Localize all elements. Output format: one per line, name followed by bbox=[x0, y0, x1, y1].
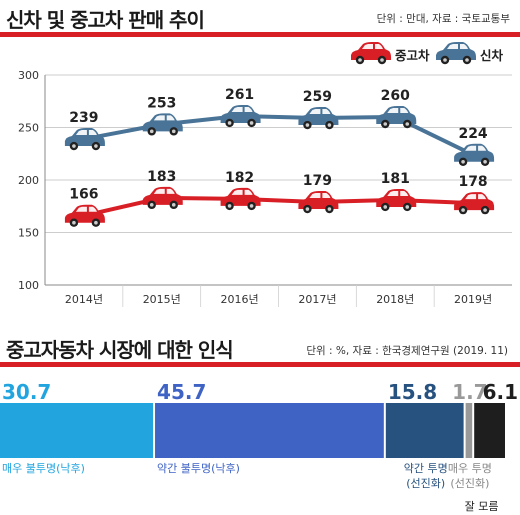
section-title: 중고자동차 시장에 대한 인식 bbox=[6, 338, 234, 362]
data-label: 261 bbox=[225, 87, 254, 103]
car-icon bbox=[298, 191, 339, 214]
data-label: 182 bbox=[225, 170, 254, 186]
bar-category-label: 약간 투명 bbox=[404, 461, 448, 475]
data-label: 239 bbox=[69, 110, 98, 126]
bar-category-label-line2: (선진화) bbox=[450, 477, 489, 490]
legend-car-icon bbox=[436, 42, 476, 65]
y-tick-label: 200 bbox=[18, 174, 39, 187]
bar-value-label: 6.1 bbox=[483, 380, 518, 404]
data-label: 259 bbox=[303, 89, 332, 105]
bar-value-label: 45.7 bbox=[157, 380, 206, 404]
x-tick-label: 2019년 bbox=[454, 293, 492, 306]
bar-category-label: 매우 불투명(낙후) bbox=[2, 462, 85, 475]
car-icon bbox=[454, 143, 495, 166]
legend-car-icon bbox=[351, 42, 391, 65]
y-tick-label: 100 bbox=[18, 279, 39, 292]
bar-value-label: 15.8 bbox=[388, 380, 437, 404]
title-divider bbox=[0, 32, 520, 37]
y-tick-label: 150 bbox=[18, 227, 39, 240]
legend-label: 중고차 bbox=[395, 48, 430, 63]
bar-segment bbox=[465, 403, 473, 458]
line-chart: 100 150 200 250 300 2014년 2015년 2016년 2017년 2018년… bbox=[18, 42, 512, 307]
bar-value-label: 30.7 bbox=[2, 380, 51, 404]
bar-category-label: 약간 불투명(낙후) bbox=[157, 461, 240, 475]
data-label: 181 bbox=[381, 171, 410, 187]
x-tick-label: 2018년 bbox=[376, 293, 414, 306]
car-icon bbox=[64, 204, 105, 227]
car-icon bbox=[64, 128, 105, 151]
bar-category-label: 매우 투명 bbox=[448, 462, 492, 475]
car-icon bbox=[298, 107, 339, 130]
car-icon bbox=[220, 187, 261, 211]
bar-value-label: 1.7 bbox=[452, 380, 487, 404]
x-tick-label: 2015년 bbox=[143, 293, 181, 306]
section-divider bbox=[0, 362, 520, 367]
bar-category-label-line2: (선진화) bbox=[406, 477, 445, 490]
bar-category-label: 잘 모름 bbox=[465, 500, 499, 513]
bar-segment bbox=[155, 403, 384, 458]
data-label: 253 bbox=[147, 95, 176, 111]
legend-label: 신차 bbox=[480, 48, 504, 63]
data-label: 179 bbox=[303, 173, 332, 189]
y-tick-label: 250 bbox=[18, 122, 39, 135]
data-label: 260 bbox=[381, 88, 410, 104]
car-icon bbox=[220, 104, 261, 128]
car-icon bbox=[142, 186, 183, 210]
stacked-bar-chart: 30.7매우 불투명(낙후)45.7약간 불투명(낙후)15.8약간 투명(선진… bbox=[0, 380, 518, 513]
x-tick-label: 2017년 bbox=[298, 293, 336, 306]
data-label: 178 bbox=[458, 174, 487, 190]
chart-title: 신차 및 중고차 판매 추이 bbox=[6, 8, 205, 32]
x-tick-label: 2016년 bbox=[221, 293, 259, 306]
car-icon bbox=[376, 106, 417, 129]
bar-segment bbox=[0, 403, 154, 458]
x-tick-label: 2014년 bbox=[65, 293, 103, 306]
y-tick-label: 300 bbox=[18, 69, 39, 82]
car-icon bbox=[376, 188, 417, 212]
data-label: 166 bbox=[69, 187, 98, 203]
section-source-note: 단위 : %, 자료 : 한국경제연구원 (2019. 11) bbox=[306, 345, 508, 357]
bar-segment bbox=[385, 403, 464, 458]
source-note: 단위 : 만대, 자료 : 국토교통부 bbox=[376, 13, 510, 25]
car-icon bbox=[454, 192, 495, 215]
bar-segment bbox=[474, 403, 505, 458]
car-icon bbox=[142, 113, 183, 136]
data-label: 224 bbox=[458, 126, 487, 142]
data-label: 183 bbox=[147, 169, 176, 185]
